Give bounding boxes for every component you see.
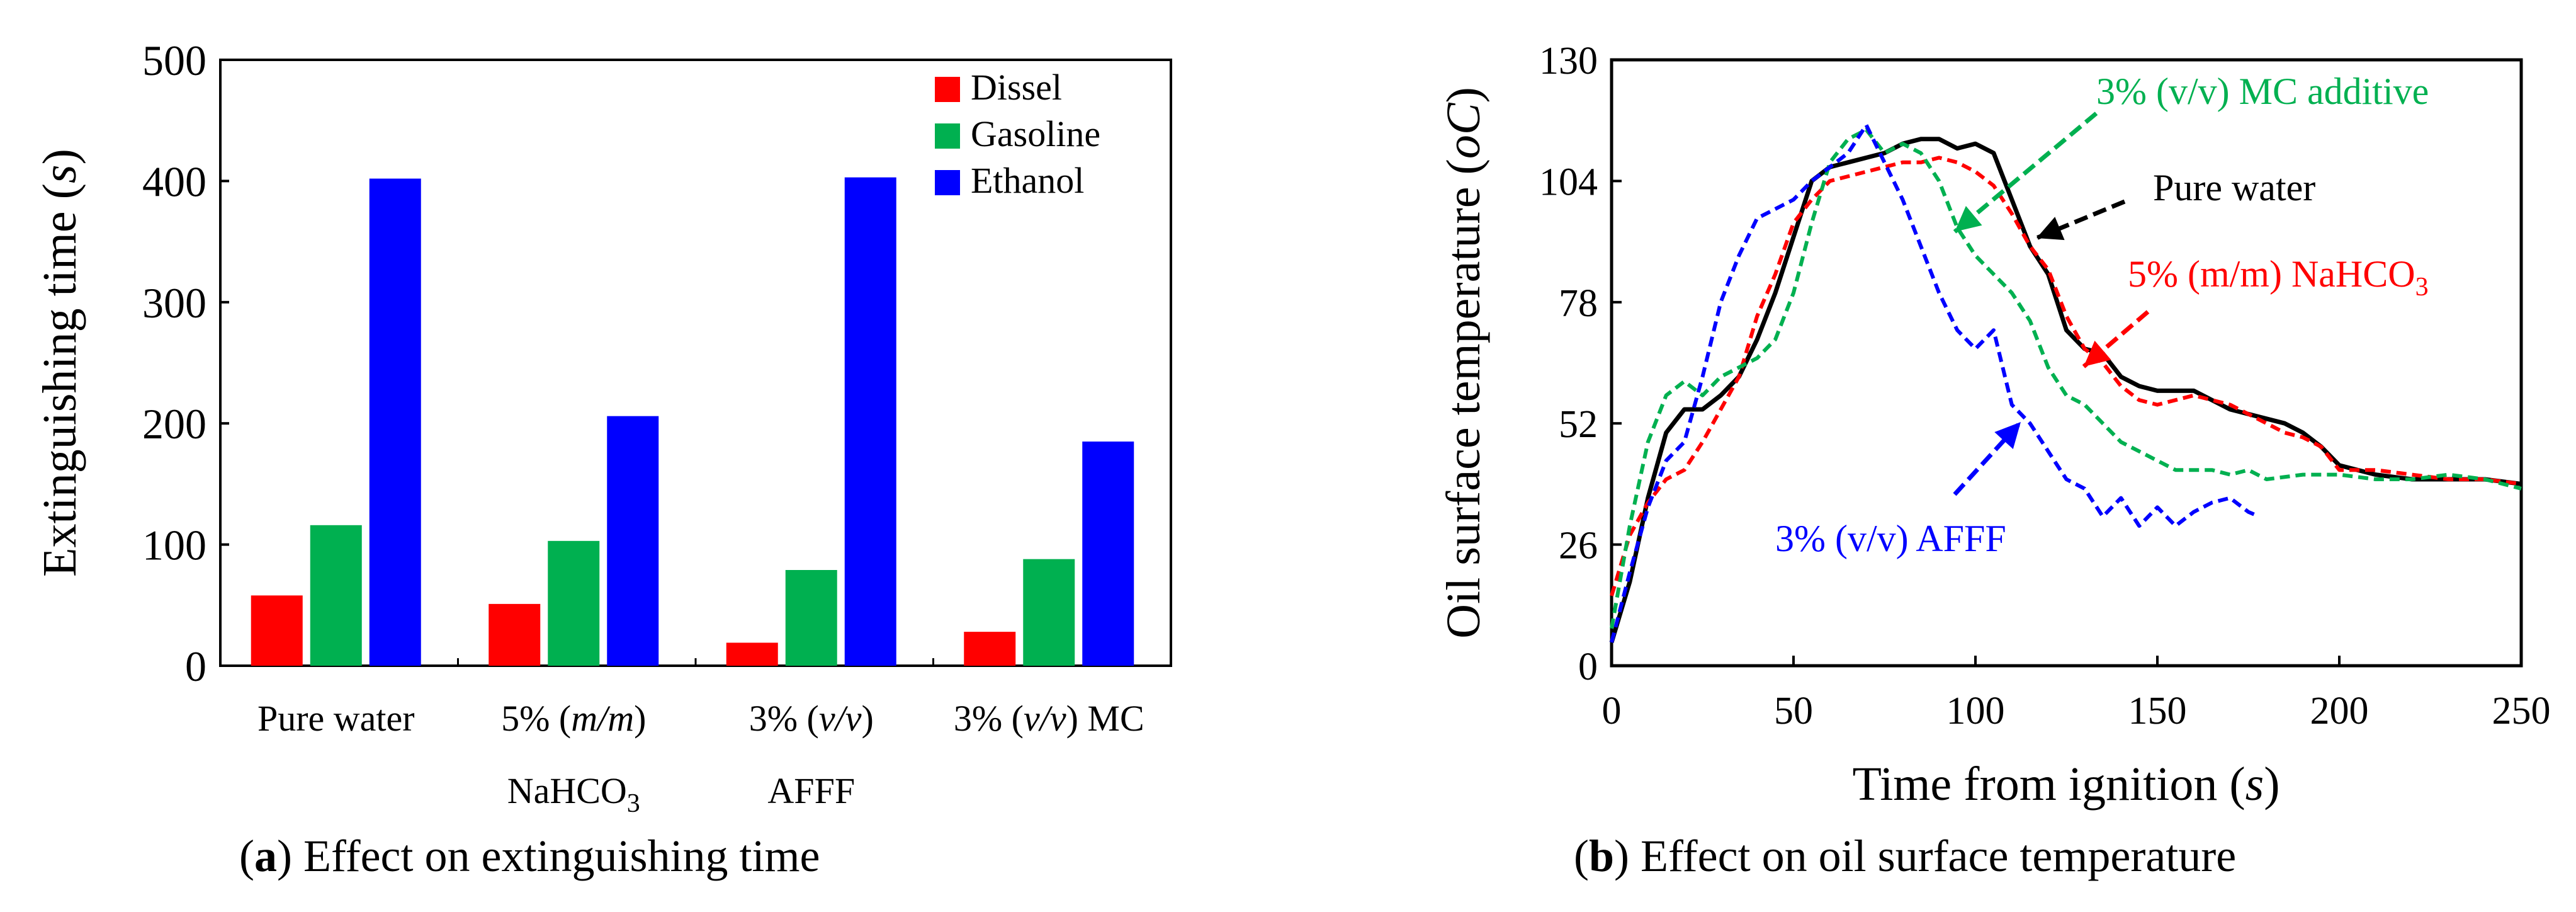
annotation-pure-water-arrow-head xyxy=(2037,217,2065,241)
bar-dissel-3 xyxy=(964,632,1016,666)
series-line-2 xyxy=(1610,128,2522,629)
panel-b-y-tick-label: 26 xyxy=(1559,525,1598,567)
panel-a-y-tick-label: 100 xyxy=(142,522,206,569)
legend-swatch-dissel xyxy=(935,77,960,102)
panel-a-category-label: AFFF xyxy=(767,770,855,811)
panel-b-caption: (b) Effect on oil surface temperature xyxy=(1574,831,2237,881)
annotation-afff-arrow-head xyxy=(1994,422,2021,450)
panel-b-y-axis-title: Oil surface temperature (oC) xyxy=(1437,87,1490,639)
bar-gasoline-0 xyxy=(310,525,362,666)
panel-a-caption: (a) Effect on extinguishing time xyxy=(239,831,820,881)
panel-a-caption-letter: a xyxy=(254,831,277,881)
panel-a-legend: Dissel Gasoline Ethanol xyxy=(935,67,1100,201)
panel-a-y-tick-label: 500 xyxy=(142,37,206,84)
panel-a-caption-text: Effect on extinguishing time xyxy=(303,831,820,881)
legend-label-ethanol: Ethanol xyxy=(971,160,1084,201)
panel-a-y-axis-title: Extinguishing time (s) xyxy=(33,149,86,577)
panel-b-caption-text: Effect on oil surface temperature xyxy=(1641,831,2237,881)
bar-ethanol-3 xyxy=(1082,442,1134,666)
panel-b-x-tick-label: 100 xyxy=(1946,690,2005,732)
annotation-pure-water: Pure water xyxy=(2153,167,2315,208)
annotation-mc-additive: 3% (v/v) MC additive xyxy=(2096,71,2429,112)
legend-swatch-gasoline xyxy=(935,123,960,149)
series-line-1 xyxy=(1610,156,2522,596)
panel-b-x-tick-label: 150 xyxy=(2128,690,2187,732)
panel-b-x-axis-title: Time from ignition (s) xyxy=(1852,758,2279,811)
legend-label-gasoline: Gasoline xyxy=(971,113,1100,154)
legend-label-dissel: Dissel xyxy=(971,67,1062,108)
bar-dissel-2 xyxy=(726,642,778,666)
panel-b-y-tick-label: 130 xyxy=(1539,40,1598,83)
annotation-mc-additive-arrow-head xyxy=(1955,206,1982,232)
panel-a-y-tick-label: 0 xyxy=(185,642,206,690)
panel-a-category-label: 3% (v/v) xyxy=(749,698,874,739)
bar-ethanol-2 xyxy=(844,177,896,666)
bar-dissel-1 xyxy=(489,603,541,666)
panel-b-x-tick-label: 50 xyxy=(1774,690,1813,732)
panel-a-category-label: 5% (m/m) xyxy=(501,698,646,739)
panel-a-category-label: Pure water xyxy=(257,698,415,739)
annotation-nahco3: 5% (m/m) NaHCO3 xyxy=(2128,253,2429,302)
panel-a-y-axis-title-var: s xyxy=(33,164,86,183)
annotation-afff: 3% (v/v) AFFF xyxy=(1775,518,2006,559)
panel-b-caption-letter: b xyxy=(1588,831,1615,881)
bar-gasoline-3 xyxy=(1023,559,1075,666)
panel-b-plot-frame xyxy=(1610,58,2523,668)
panel-a-bar-chart: 0 100 200 300 400 500 Pure water 5% (m/m) NaHCO… xyxy=(33,37,1172,818)
annotation-nahco3-main: 5% (m/m) NaHCO xyxy=(2128,253,2415,295)
panel-b-x-tick-label: 250 xyxy=(2492,690,2551,732)
bar-dissel-0 xyxy=(251,595,303,666)
panel-b-y-tick-label: 78 xyxy=(1559,282,1598,325)
panel-b-y-tick-label: 104 xyxy=(1539,161,1598,203)
panel-a-y-tick-label: 300 xyxy=(142,279,206,327)
bar-ethanol-1 xyxy=(607,416,659,666)
series-line-3 xyxy=(1610,123,2260,643)
bar-gasoline-1 xyxy=(548,540,600,666)
annotation-nahco3-sub: 3 xyxy=(2415,273,2429,302)
panel-b-x-tick-label: 200 xyxy=(2310,690,2369,732)
panel-a-y-axis-title-close: ) xyxy=(33,149,86,164)
panel-b-x-tick-label: 0 xyxy=(1602,690,1622,732)
annotation-mc-additive-arrow-shaft xyxy=(1953,111,2098,234)
panel-b-y-tick-label: 52 xyxy=(1559,403,1598,446)
panel-a-category-label: 3% (v/v) MC xyxy=(954,698,1144,739)
panel-a-y-tick-label: 200 xyxy=(142,400,206,448)
panel-b-line-chart: 0 26 52 78 104 130 0 50 100 150 200 250 Time from i… xyxy=(1437,40,2551,811)
panel-b-annotations: 3% (v/v) MC additive Pure water 5% (m/m) N… xyxy=(1775,71,2429,559)
bar-gasoline-2 xyxy=(785,570,837,666)
panel-a-y-axis-title-text: Extinguishing time ( xyxy=(33,183,86,577)
annotation-nahco3-arrow-head xyxy=(2084,340,2111,367)
series-line-0 xyxy=(1609,137,2522,644)
panel-b-y-tick-label: 0 xyxy=(1578,646,1598,688)
annotation-pure-water-arrow-shaft xyxy=(2035,199,2126,241)
legend-swatch-ethanol xyxy=(935,170,960,195)
panel-a-y-tick-label: 400 xyxy=(142,157,206,205)
bar-ethanol-0 xyxy=(369,178,421,666)
panel-a-category-label: NaHCO3 xyxy=(507,770,640,818)
